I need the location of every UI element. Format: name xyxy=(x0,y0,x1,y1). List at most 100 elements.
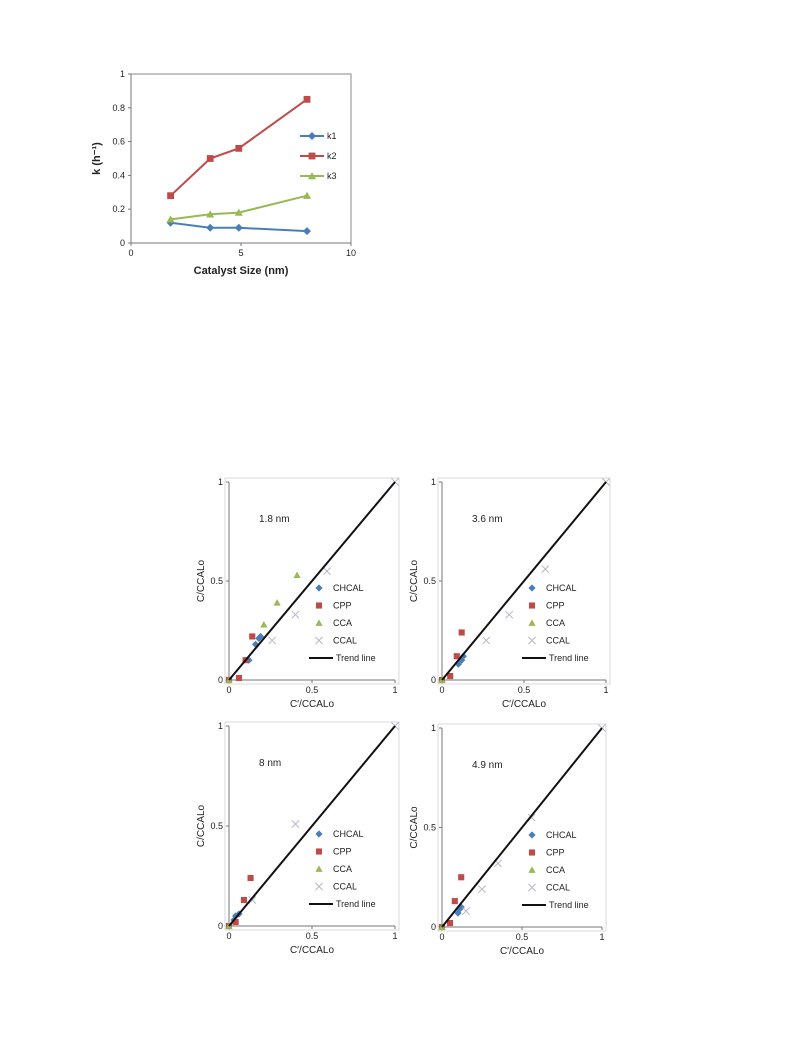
plot-frame xyxy=(224,721,400,931)
x-tick-label: 0 xyxy=(226,931,231,941)
data-point xyxy=(256,632,265,641)
y-tick-label: 1 xyxy=(218,477,223,487)
data-point xyxy=(291,820,300,828)
data-point xyxy=(446,919,454,927)
y-tick-label: 0 xyxy=(431,675,436,685)
x-tick-label: 0 xyxy=(439,932,444,942)
x-tick-label: 0 xyxy=(128,248,133,258)
data-point-b xyxy=(494,859,502,868)
trend-line xyxy=(228,481,396,681)
series-trend-line xyxy=(228,725,396,927)
data-point xyxy=(459,652,467,660)
legend-label: Trend line xyxy=(336,653,376,663)
x-axis-label: C′/CCALo xyxy=(290,945,335,956)
series-trend-line xyxy=(228,481,396,681)
legend-marker xyxy=(315,830,323,838)
data-point xyxy=(541,565,550,574)
x-tick-label: 10 xyxy=(346,248,356,258)
plot-frame xyxy=(437,477,611,685)
data-point xyxy=(260,620,268,628)
panel-annotation: 4.9 nm xyxy=(472,760,503,771)
legend-label: CCA xyxy=(333,864,352,874)
legend-marker xyxy=(528,831,536,839)
legend-label: CCAL xyxy=(546,636,570,646)
x-tick-label: 0 xyxy=(439,685,444,695)
x-tick-label: 0.5 xyxy=(306,685,319,695)
legend-label: CCA xyxy=(333,618,352,628)
y-axis-label: C/CCALo xyxy=(409,806,420,849)
x-tick-label: 5 xyxy=(238,248,243,258)
data-point xyxy=(235,674,243,682)
data-point xyxy=(273,599,281,606)
data-point xyxy=(234,223,243,232)
legend-marker xyxy=(308,172,316,180)
legend-marker xyxy=(315,636,323,645)
legend-label: CHCAL xyxy=(546,830,577,840)
legend-label: CPP xyxy=(333,601,352,611)
y-tick-label: 0.5 xyxy=(423,823,436,833)
series-cpp xyxy=(438,874,465,931)
x-tick-label: 0 xyxy=(226,685,231,695)
chart-4: 0 0.5 1 0 0.5 1 C′/CCALo C/CCALo 8 nm CHCAL CPP CCA… xyxy=(196,721,400,956)
x-tick-label: 0.5 xyxy=(516,932,529,942)
legend-label: CCAL xyxy=(333,636,357,646)
data-point xyxy=(303,191,311,199)
data-point xyxy=(458,656,466,664)
data-point xyxy=(293,571,301,578)
legend-label: CPP xyxy=(333,847,352,857)
y-tick-label: 1 xyxy=(218,721,223,731)
x-axis-label: C′/CCALo xyxy=(502,699,547,710)
y-tick-label: 1 xyxy=(431,477,436,487)
data-point-b xyxy=(268,636,277,645)
data-point xyxy=(240,896,247,904)
y-tick-label: 0.5 xyxy=(423,576,436,586)
legend-label: CCAL xyxy=(333,882,357,892)
y-tick-label: 0 xyxy=(218,675,223,685)
plot-frame xyxy=(437,723,607,932)
legend-marker-b xyxy=(315,882,323,891)
series-cpp xyxy=(225,633,256,684)
series-line xyxy=(169,98,308,197)
data-point-b xyxy=(322,567,331,576)
y-tick-label: 1 xyxy=(431,723,436,733)
data-point xyxy=(451,898,458,905)
y-tick-label: 0.4 xyxy=(112,170,125,180)
data-point xyxy=(251,640,260,648)
legend-label: Trend line xyxy=(549,900,589,910)
y-tick-label: 1 xyxy=(120,69,125,79)
y-tick-label: 0.2 xyxy=(112,204,125,214)
data-point xyxy=(232,918,239,926)
data-point xyxy=(249,633,256,640)
data-point-b xyxy=(462,907,470,916)
data-point xyxy=(505,610,514,619)
data-point xyxy=(454,909,462,917)
x-axis-label: C′/CCALo xyxy=(500,946,545,957)
series-k3 xyxy=(166,191,311,223)
data-point xyxy=(458,874,465,881)
data-point-b xyxy=(482,636,491,645)
y-tick-label: 0.5 xyxy=(210,821,223,831)
y-tick-label: 0.6 xyxy=(112,137,125,147)
plot-frame xyxy=(224,477,400,685)
series-cca xyxy=(225,571,301,683)
x-tick-label: 1 xyxy=(392,931,397,941)
legend-marker-b xyxy=(528,636,536,645)
data-point-b xyxy=(291,820,300,828)
data-point xyxy=(458,629,465,636)
data-point xyxy=(206,155,214,162)
legend: CHCAL CPP CCA CCAL Trend line xyxy=(522,583,589,663)
x-axis-label: Catalyst Size (nm) xyxy=(194,265,289,277)
legend-marker xyxy=(315,584,323,592)
legend-marker xyxy=(528,866,536,873)
legend-label: k2 xyxy=(327,151,337,161)
y-axis-label: C/CCALo xyxy=(196,804,207,847)
data-point xyxy=(167,192,174,200)
legend-marker xyxy=(528,849,536,856)
data-point xyxy=(447,672,454,680)
trend-line xyxy=(228,725,396,927)
legend-marker xyxy=(315,848,323,855)
data-point xyxy=(303,227,311,236)
series-line xyxy=(170,221,308,233)
